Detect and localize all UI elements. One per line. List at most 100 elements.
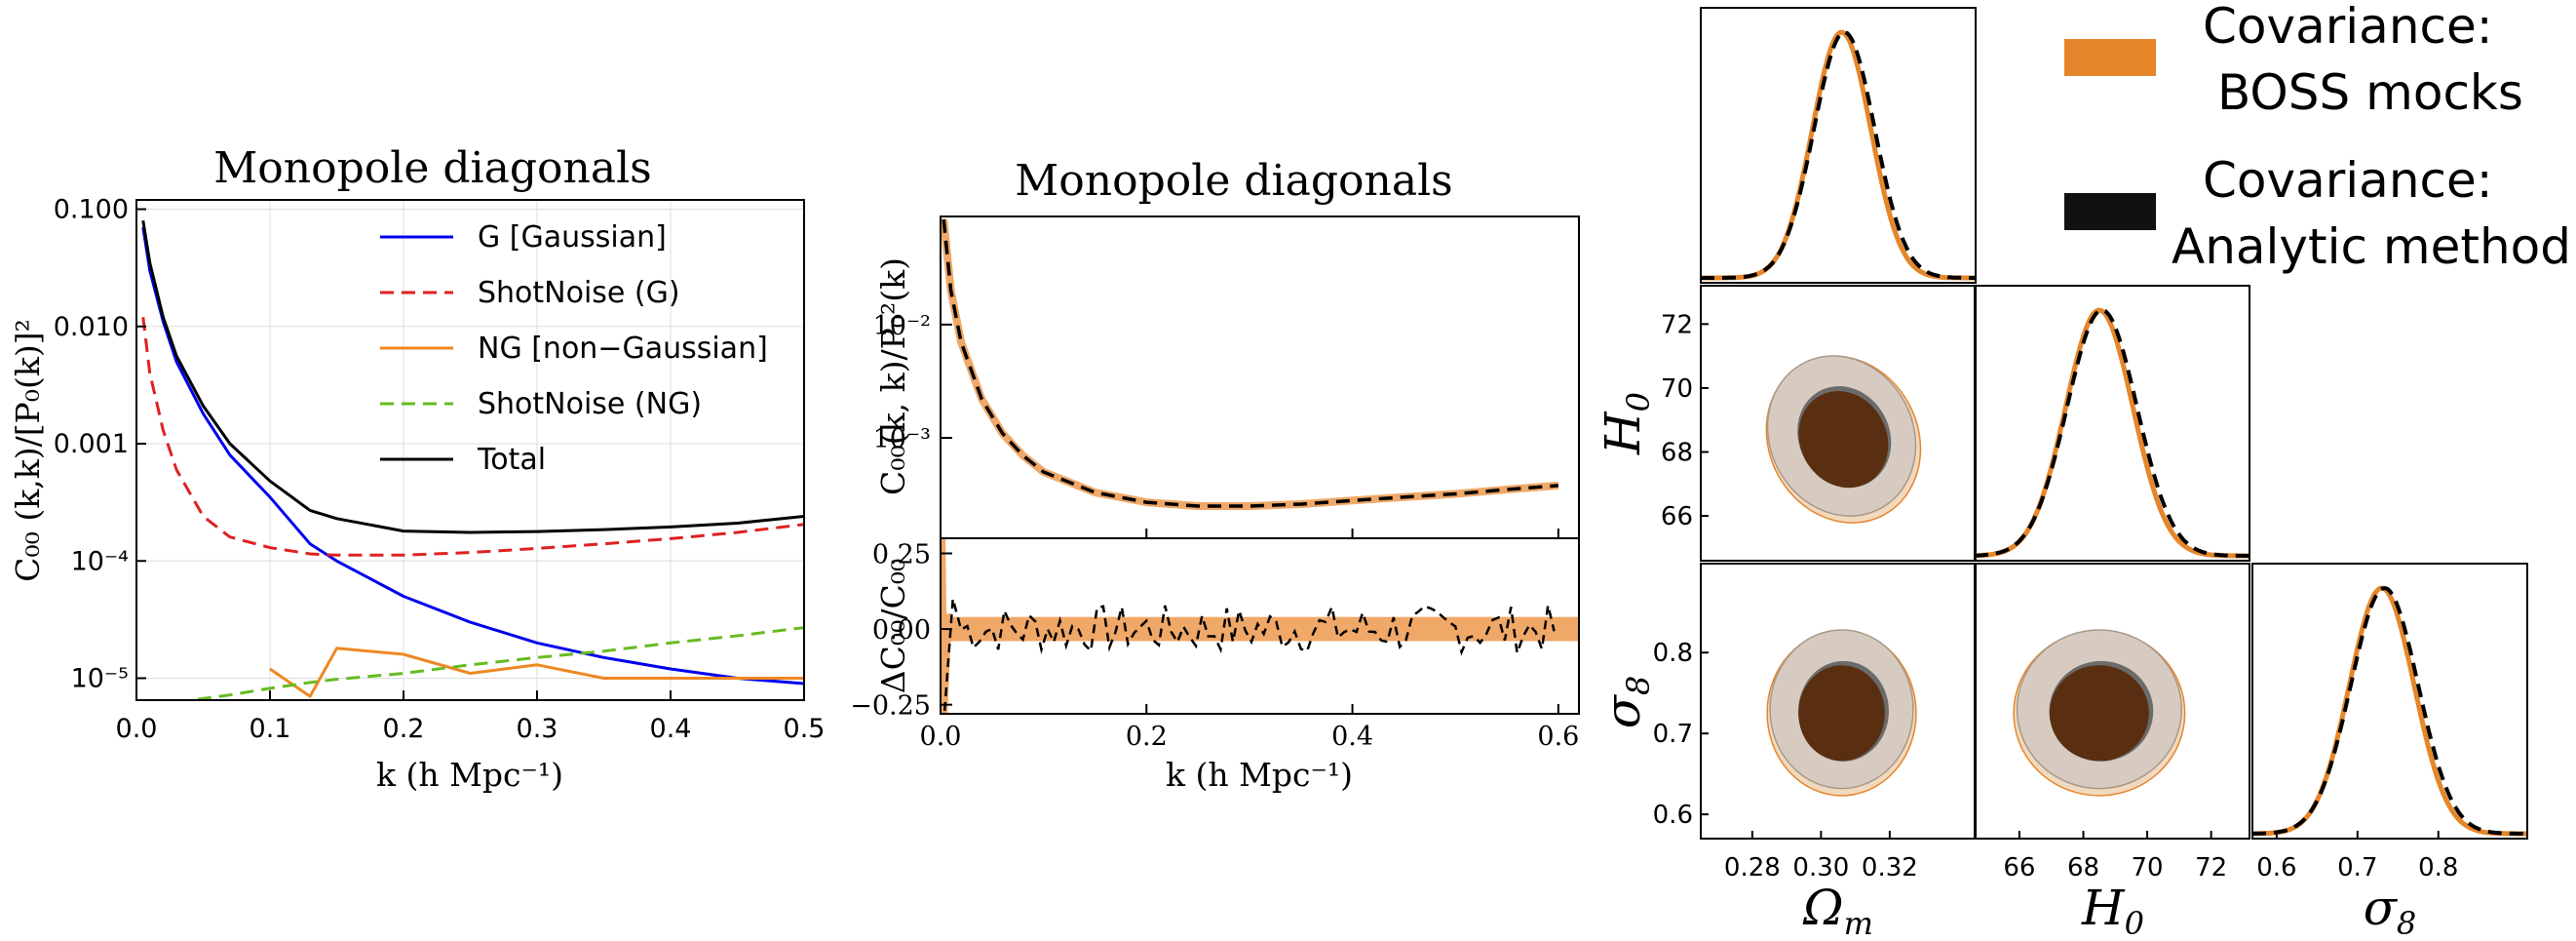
posterior-analytic-m bbox=[1701, 30, 1976, 280]
axis-symbol: σ bbox=[2364, 880, 2399, 936]
corner-x-tick-label: 66 bbox=[2003, 853, 2035, 882]
posterior-analytic-8 bbox=[2252, 586, 2527, 836]
corner-y-axis-label: σ8 bbox=[1595, 676, 1657, 729]
panel-1-x-tick-label: 0.0 bbox=[116, 714, 158, 744]
legend-label: G [Gaussian] bbox=[478, 220, 667, 255]
panel-2-y-tick-label: 10⁻³ bbox=[873, 424, 931, 454]
panel-1-chart: Monopole diagonals 0.0 0.1 0.2 0.3 0.4 0.5 0.… bbox=[9, 143, 825, 794]
inner-contour-mocks bbox=[1798, 391, 1889, 489]
axis-symbol: H bbox=[1595, 411, 1651, 455]
panel-2-lower-frame bbox=[940, 537, 1580, 715]
corner-y-tick-label: 0.6 bbox=[1653, 801, 1693, 830]
panel-2-y-label: C₀₀(k, k)/P₀²(k) bbox=[874, 257, 912, 495]
axis-subscript: 0 bbox=[2125, 905, 2144, 941]
diagonal-cell-m bbox=[1701, 29, 1976, 281]
corner-x-tick-label: 70 bbox=[2132, 853, 2164, 882]
corner-y-tick-label: 0.8 bbox=[1653, 639, 1693, 668]
posterior-mocks-m bbox=[1701, 29, 1976, 281]
panel-2-x-tick-label: 0.4 bbox=[1331, 722, 1373, 752]
legend-label-line2: BOSS mocks bbox=[2217, 64, 2523, 121]
series-line-g-gaussian- bbox=[141, 226, 804, 686]
panel-1-x-tick-label: 0.5 bbox=[784, 714, 826, 744]
axis-symbol: Ω bbox=[1802, 880, 1843, 936]
panel-1-y-label: C₀₀ (k,k)/[P₀(k)]² bbox=[9, 319, 47, 582]
panel-1-y-tick-label: 10⁻⁵ bbox=[71, 664, 129, 694]
corner-y-axis-label: H0 bbox=[1595, 392, 1657, 455]
legend-label: NG [non−Gaussian] bbox=[478, 332, 768, 366]
axis-symbol: H bbox=[2081, 880, 2126, 936]
posterior-mocks-0 bbox=[1975, 307, 2249, 559]
axis-subscript: 8 bbox=[2397, 905, 2416, 941]
corner-y-tick-label: 0.7 bbox=[1653, 720, 1693, 749]
panel-1-x-label: k (h Mpc⁻¹) bbox=[376, 756, 563, 794]
panel-2-chart: Monopole diagonals 0.0 0.2 0.4 0.6 10⁻² 10⁻³… bbox=[850, 156, 1580, 794]
contour-cell bbox=[2013, 629, 2186, 797]
axis-subscript: 0 bbox=[1620, 392, 1657, 412]
corner-x-tick-label: 0.32 bbox=[1862, 853, 1918, 882]
corner-x-axis-label: σ8 bbox=[2364, 880, 2417, 941]
axis-symbol: σ bbox=[1595, 693, 1651, 728]
panel-1-x-tick-label: 0.2 bbox=[383, 714, 425, 744]
diagonal-cell-0 bbox=[1974, 307, 2249, 559]
panel-1-y-ticks: 0.100 0.010 0.001 10⁻⁴ 10⁻⁵ bbox=[54, 195, 146, 694]
series-line-total bbox=[141, 219, 804, 534]
band-spike bbox=[941, 538, 956, 714]
corner-y-tick-label: 66 bbox=[1661, 502, 1693, 531]
corner-x-tick-label: 0.8 bbox=[2418, 853, 2458, 882]
corner-x-tick-label: 68 bbox=[2067, 853, 2099, 882]
posterior-analytic-0 bbox=[1974, 308, 2249, 558]
legend-label-line2: Analytic method bbox=[2172, 218, 2571, 275]
panel-2-x-tick-label: 0.2 bbox=[1126, 722, 1168, 752]
panel-2-lower-y-tick-label: 0.25 bbox=[872, 540, 931, 570]
panel-1-title: Monopole diagonals bbox=[213, 143, 651, 193]
panel-1-x-tick-label: 0.4 bbox=[650, 714, 692, 744]
legend-label: ShotNoise (NG) bbox=[478, 387, 702, 421]
legend-label-line1: Covariance: bbox=[2203, 152, 2493, 209]
corner-cell-frame bbox=[1974, 285, 2250, 562]
panel-1-x-tick-label: 0.1 bbox=[250, 714, 291, 744]
corner-y-tick-label: 70 bbox=[1661, 374, 1693, 404]
corner-y-tick-label: 68 bbox=[1661, 439, 1693, 468]
legend-label-line1: Covariance: bbox=[2203, 0, 2493, 55]
corner-x-axis-label: H0 bbox=[2081, 880, 2144, 941]
corner-x-tick-label: 0.30 bbox=[1792, 853, 1849, 882]
panel-1-y-tick-label: 0.001 bbox=[54, 429, 129, 459]
mocks-line bbox=[941, 218, 1559, 510]
panel-2-x-label: k (h Mpc⁻¹) bbox=[1166, 756, 1353, 794]
panel-2-y-tick-label: 10⁻² bbox=[873, 311, 931, 341]
residual-dashed-line bbox=[942, 598, 1556, 711]
corner-cell-frame bbox=[1974, 563, 2250, 840]
axis-subscript: m bbox=[1844, 905, 1873, 941]
corner-cells: 66 68 70 72 0.28 0.30 0.32 0.6 0.7 0.8 66 68 70 72 0.6… bbox=[1653, 7, 2528, 882]
legend-swatch bbox=[2064, 193, 2156, 230]
panel-2-lower-lines bbox=[941, 538, 1579, 714]
panel-1-y-tick-label: 0.100 bbox=[54, 195, 129, 225]
panel-1-y-tick-label: 0.010 bbox=[54, 312, 129, 342]
panel-1-legend: G [Gaussian] ShotNoise (G) NG [non−Gaussia… bbox=[380, 220, 768, 477]
diagonal-cell-8 bbox=[2252, 585, 2527, 837]
posterior-mocks-8 bbox=[2252, 585, 2527, 837]
corner-cell-frame bbox=[1700, 7, 1977, 284]
panel-2-x-tick-label: 0.0 bbox=[920, 722, 962, 752]
axis-subscript: 8 bbox=[1620, 676, 1657, 695]
legend-label: Total bbox=[477, 443, 546, 477]
series-line-shotnoise-g- bbox=[141, 317, 804, 557]
analytic-line bbox=[942, 218, 1559, 508]
panel-2-title: Monopole diagonals bbox=[1015, 156, 1452, 206]
panel-2-lower-y-tick-label: 0.00 bbox=[872, 615, 931, 646]
panel-1-frame bbox=[135, 199, 805, 701]
contour-cell bbox=[1766, 629, 1917, 797]
corner-x-tick-label: 0.7 bbox=[2337, 853, 2377, 882]
series-line-shotnoise-ng- bbox=[182, 626, 804, 700]
corner-x-tick-label: 0.28 bbox=[1724, 853, 1781, 882]
panel-2-lower-y-tick-label: −0.25 bbox=[850, 691, 931, 722]
panel-1-x-tick-label: 0.3 bbox=[517, 714, 558, 744]
corner-y-tick-label: 72 bbox=[1661, 310, 1693, 339]
panel-1-x-ticks: 0.0 0.1 0.2 0.3 0.4 0.5 bbox=[116, 690, 826, 744]
panel-2-x-tick-label: 0.6 bbox=[1537, 722, 1579, 752]
panel-2-y-ticks: 10⁻² 10⁻³ 0.25 0.00 −0.25 bbox=[850, 311, 952, 722]
corner-legend: Covariance: BOSS mocks Covariance: Analytic… bbox=[2064, 0, 2571, 275]
inner-contour-mocks bbox=[2049, 665, 2149, 762]
